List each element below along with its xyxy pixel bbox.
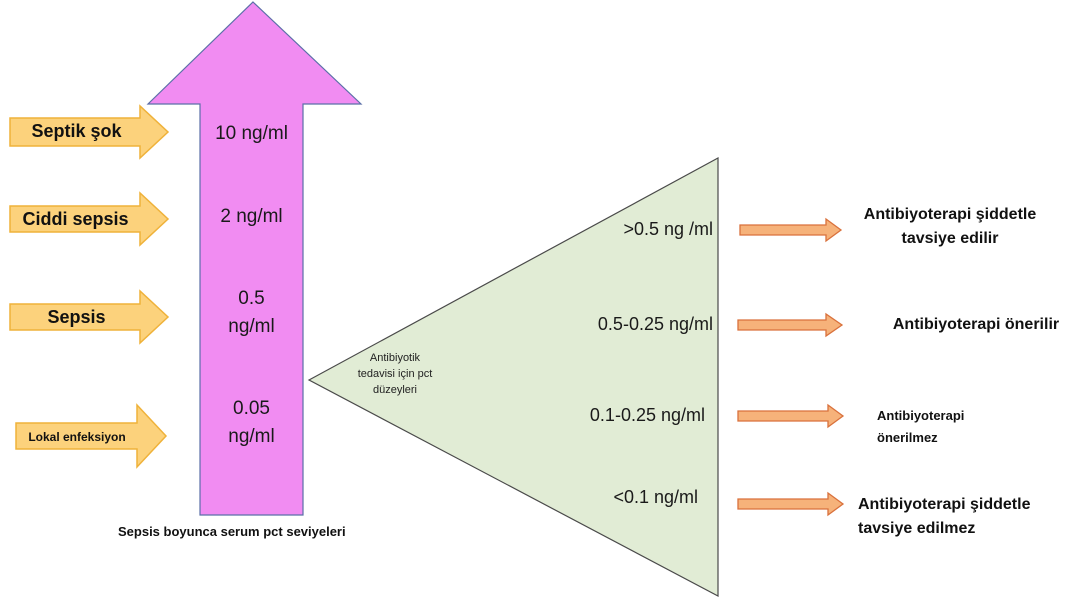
stage-label-septic-shock: Septik şok [31,121,122,141]
rec-arrow-1 [739,217,843,243]
stage-label-sepsis: Sepsis [47,307,106,327]
stage-label-severe-sepsis: Ciddi sepsis [22,209,129,229]
stage-arrow-sepsis [9,289,170,345]
threshold-range-2: 0.5-0.25 ng/ml [597,314,713,334]
recommendation-3-line1: Antibiyoterapi [877,408,965,423]
arrow-caption: Sepsis boyunca serum pct seviyeleri [118,524,346,539]
pct-value-severe-sepsis: 2 ng/ml [220,206,283,227]
threshold-range-4: <0.1 ng/ml [613,487,698,507]
stage-arrow-septic-shock [9,104,170,160]
pct-value-septic-shock: 10 ng/ml [215,123,288,144]
stage-label-local-infection: Lokal enfeksiyon [28,430,126,444]
recommendation-1-line1: Antibiyoterapi şiddetle [863,206,1037,223]
threshold-triangle [307,156,719,597]
threshold-range-3: 0.1-0.25 ng/ml [589,405,705,425]
rec-arrow-2 [737,312,844,338]
threshold-range-1: >0.5 ng /ml [623,219,713,239]
pct-value-local-line1: 0.05 [233,398,270,419]
pct-value-sepsis-line1: 0.5 [238,288,265,309]
stage-arrow-local-infection [15,403,168,469]
triangle-label-line1: Antibiyotik [369,352,421,364]
rec-arrow-4 [737,491,845,517]
stage-arrow-severe-sepsis [9,191,170,247]
rec-arrow-3 [737,403,845,429]
pct-value-sepsis-line2: ng/ml [228,316,275,337]
recommendation-2: Antibiyoterapi önerilir [892,316,1060,333]
recommendation-3-line2: önerilmez [877,430,938,445]
triangle-label-line2: tedavisi için pct [357,368,433,380]
recommendation-4-line1: Antibiyoterapi şiddetle [858,496,1031,513]
pct-level-arrow [146,1,363,516]
triangle-label-line3: düzeyleri [372,384,418,396]
recommendation-1-line2: tavsiye edilir [901,230,999,247]
recommendation-4-line2: tavsiye edilmez [858,520,976,537]
pct-value-local-line2: ng/ml [228,426,275,447]
